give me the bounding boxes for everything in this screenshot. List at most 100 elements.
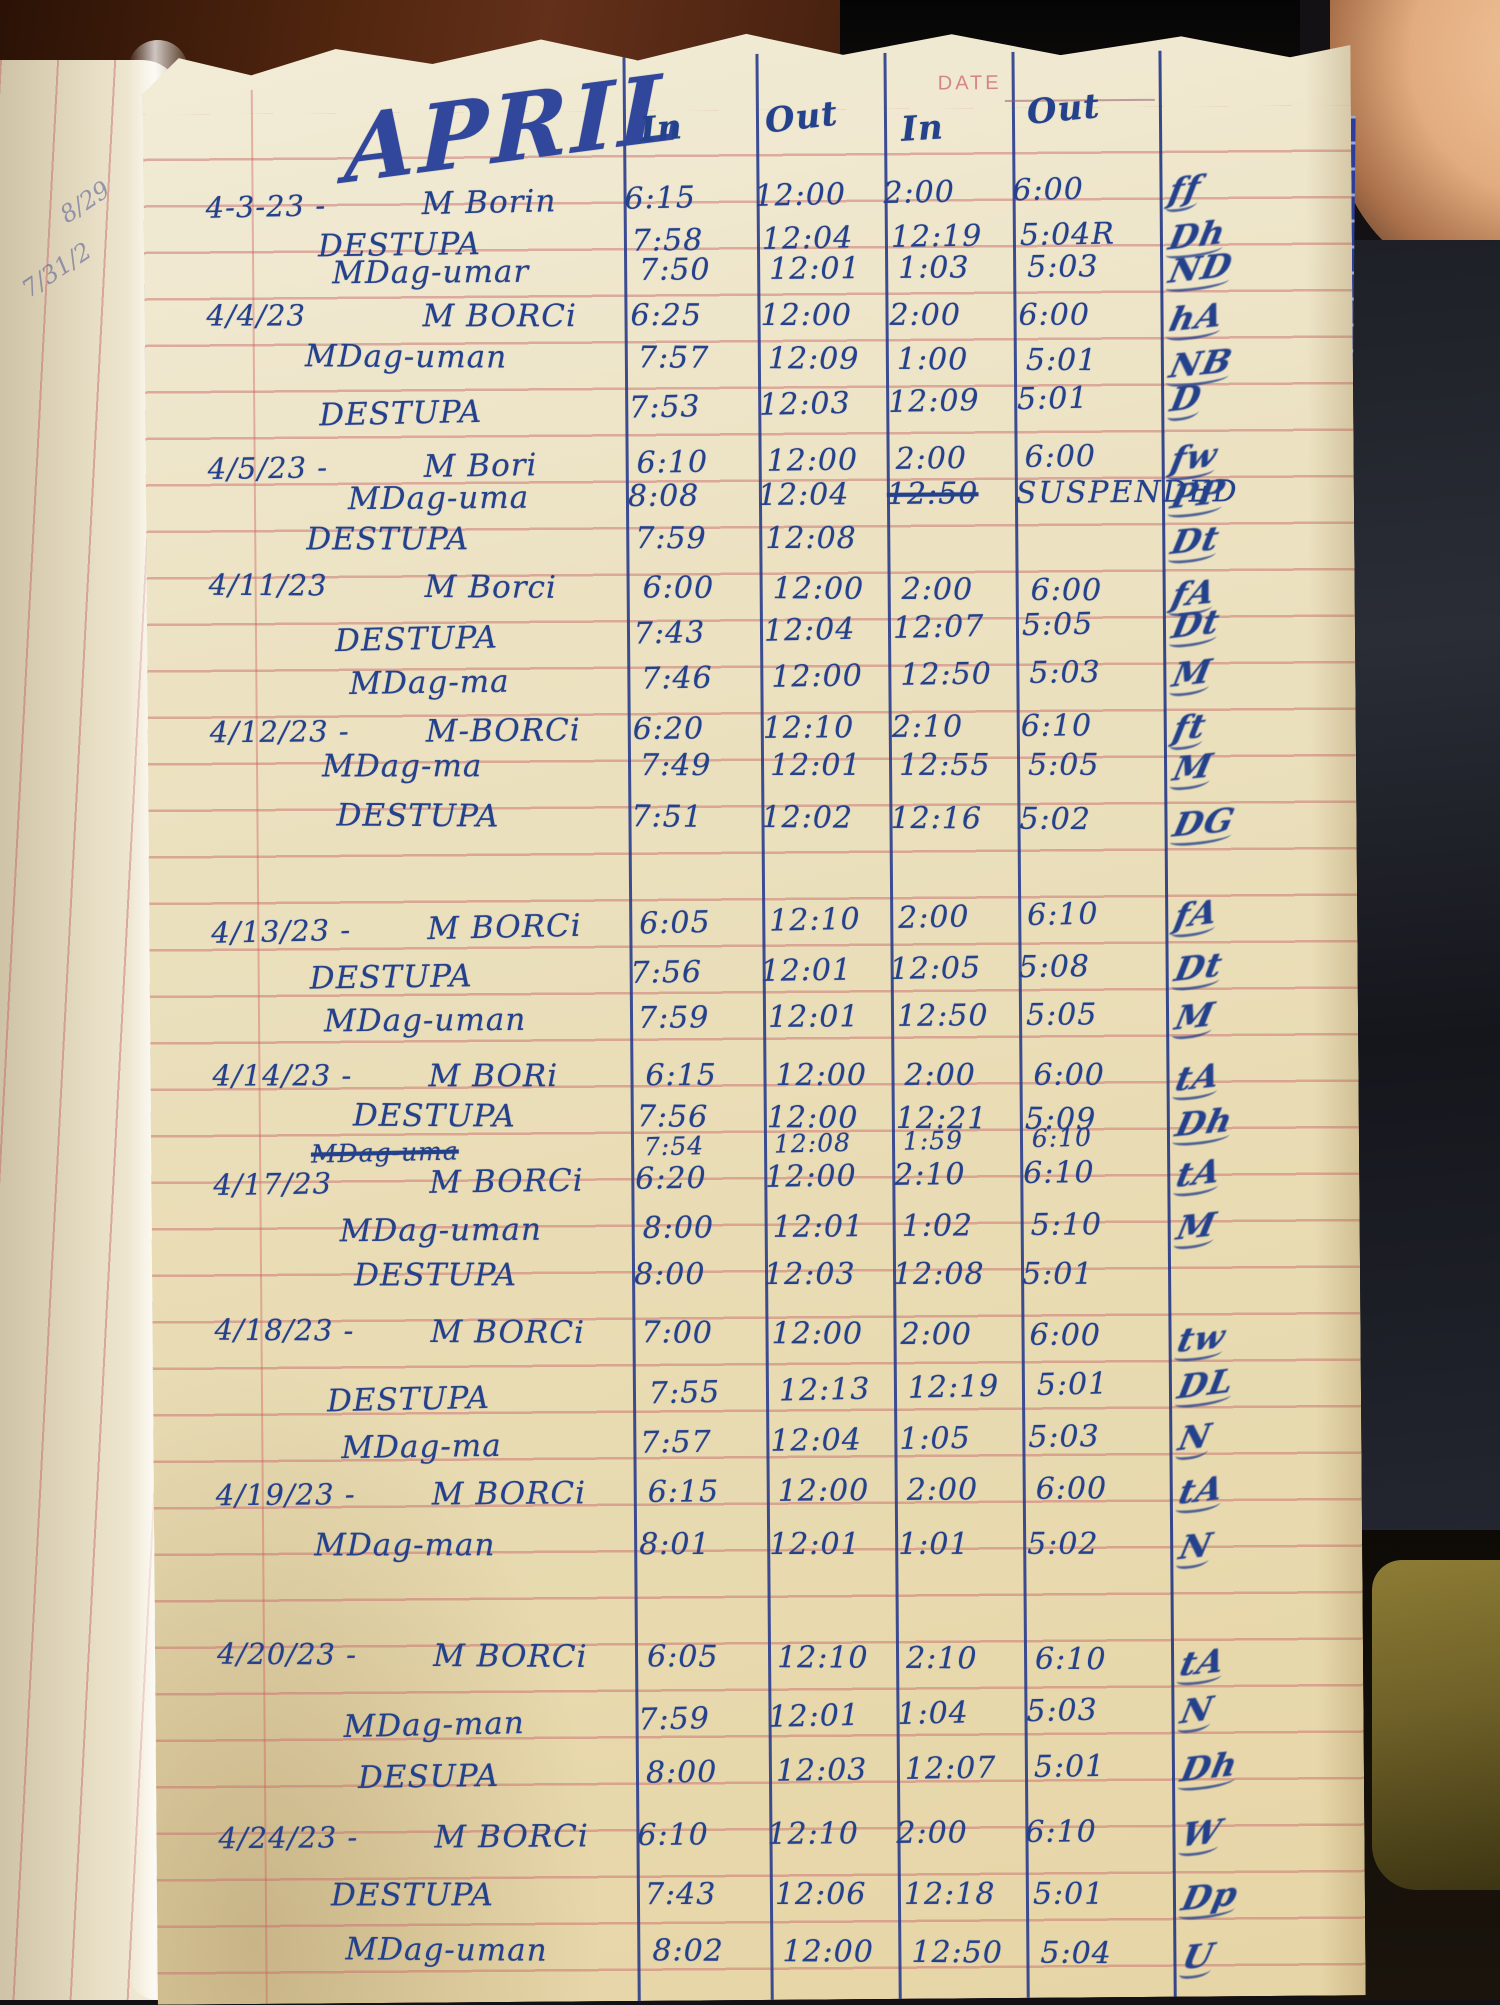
time-in-pm: 1:03 <box>898 250 970 286</box>
time-out-am: 12:00 <box>764 1158 857 1195</box>
guard-name: MDag-uman <box>339 1211 543 1250</box>
time-in-am: 8:00 <box>634 1257 706 1293</box>
time-out-am: 12:13 <box>778 1371 871 1409</box>
entry-date: 4/19/23 - <box>215 1477 356 1513</box>
guard-name: MDag-man <box>314 1527 496 1564</box>
time-in-am: 6:15 <box>645 1058 717 1094</box>
time-out-pm: 6:10 <box>1026 896 1099 934</box>
time-in-pm: 12:19 <box>907 1368 1000 1406</box>
time-out-am: 12:01 <box>770 747 862 783</box>
time-out-pm: 5:05 <box>1028 747 1100 783</box>
signature-scribble: Dt <box>1167 518 1223 565</box>
guard-name: DESTUPA <box>309 958 473 997</box>
time-out-am: 12:01 <box>769 1526 861 1562</box>
faint-margin-note: 7/31/2 <box>16 236 97 304</box>
time-in-pm: 2:10 <box>893 1156 966 1193</box>
time-out-am: 12:00 <box>782 1934 875 1970</box>
time-out-pm: 5:10 <box>1030 1207 1103 1243</box>
signature-scribble: N <box>1175 1416 1216 1462</box>
time-out-pm: 5:03 <box>1027 249 1099 285</box>
signature-scribble: W <box>1178 1811 1226 1857</box>
signature-scribble: M <box>1173 1204 1220 1250</box>
time-in-am: 8:01 <box>639 1527 711 1563</box>
time-in-pm: 2:00 <box>895 440 968 477</box>
signature-scribble: M <box>1171 995 1218 1041</box>
log-row: MDag-umar 7:50 12:01 1:03 5:03 ND <box>144 247 1352 300</box>
guard-name: MDag-ma <box>341 1427 502 1467</box>
time-out-pm: 6:10 <box>1031 1122 1093 1153</box>
time-out-am: 12:01 <box>772 1209 865 1245</box>
time-in-am: 6:00 <box>642 570 715 606</box>
time-in-pm: 12:18 <box>903 1876 996 1912</box>
time-out-pm: 5:04 <box>1040 1935 1112 1972</box>
guard-name: M BORCi <box>431 1475 587 1513</box>
time-in-am: 7:55 <box>648 1374 721 1412</box>
guard-name: M BORCi <box>429 1162 584 1201</box>
guard-name: MDag-uman <box>323 1001 527 1040</box>
time-in-am: 8:00 <box>642 1210 715 1246</box>
time-in-pm: 12:16 <box>890 800 983 837</box>
guard-name: MDag-uma <box>347 479 530 518</box>
logbook-page: APRIL DATE In Out In Out 4-3-23 -M Borin… <box>142 21 1365 2004</box>
signature-scribble: PP <box>1167 472 1229 520</box>
time-in-am: 8:02 <box>652 1933 724 1969</box>
time-in-pm: 2:00 <box>901 571 974 608</box>
guard-name: MDag-ma <box>349 663 510 702</box>
time-out-pm: 6:00 <box>1033 1057 1105 1093</box>
person-arm <box>1330 0 1500 280</box>
time-out-am: 12:10 <box>762 710 855 746</box>
time-out-pm: 6:10 <box>1035 1641 1107 1678</box>
time-out-am: 12:03 <box>764 1256 856 1292</box>
entry-date: 4/12/23 - <box>209 714 350 750</box>
time-out-pm: 6:10 <box>1020 708 1093 744</box>
guard-name: M Borin <box>421 183 557 223</box>
time-out-am: 12:00 <box>777 1473 870 1509</box>
log-row: MDag-uman 8:02 12:00 12:50 5:04 U <box>157 1930 1365 1981</box>
guard-name: M BORCi <box>426 907 583 948</box>
time-in-pm: 2:00 <box>900 1316 973 1353</box>
signature-scribble: M <box>1169 651 1216 697</box>
time-out-pm: 5:01 <box>1032 1876 1105 1912</box>
column-header-in-am: In <box>638 107 685 151</box>
time-out-am: 12:00 <box>766 442 859 479</box>
time-out-pm: 5:03 <box>1029 654 1101 691</box>
time-out-pm: 6:00 <box>1018 297 1090 333</box>
time-in-pm: 12:05 <box>889 950 982 987</box>
time-out-am: 12:08 <box>765 520 857 557</box>
time-out-pm: 5:02 <box>1019 801 1092 838</box>
signature-scribble: tA <box>1171 1055 1224 1101</box>
log-row: 4/4/23 M BORCi 6:25 12:00 2:00 6:00 hA <box>145 297 1353 342</box>
column-header-out-am: Out <box>762 93 841 142</box>
time-in-am: 6:25 <box>630 298 702 334</box>
entry-date: 4/14/23 - <box>212 1058 353 1093</box>
faint-margin-note: 8/29 <box>54 175 116 229</box>
time-in-am: 6:15 <box>624 180 697 217</box>
time-in-pm: 2:00 <box>904 1057 976 1093</box>
time-out-am: 12:03 <box>758 385 851 423</box>
signature-scribble: DL <box>1174 1361 1237 1410</box>
guard-name: M Borci <box>424 569 557 606</box>
time-in-pm: 12:50 <box>886 476 979 512</box>
signature-scribble: ff <box>1165 168 1204 214</box>
signature-scribble: tw <box>1173 1317 1229 1363</box>
signature-scribble: U <box>1178 1935 1218 1980</box>
time-in-pm: 2:00 <box>883 174 956 212</box>
guard-name: M BORCi <box>434 1818 589 1856</box>
time-out-am: 12:01 <box>769 251 861 287</box>
time-out-pm: 5:03 <box>1028 1418 1100 1455</box>
time-out-pm: 6:00 <box>1035 1471 1108 1507</box>
time-in-am: 6:05 <box>638 904 711 942</box>
time-in-pm: 1:04 <box>897 1695 970 1732</box>
guard-name: MDag-uman <box>304 338 508 376</box>
time-in-am: 6:15 <box>647 1474 720 1510</box>
signature-scribble: D <box>1167 377 1206 423</box>
time-out-pm: 6:00 <box>1024 438 1097 475</box>
entry-date: 4/11/23 <box>208 567 328 603</box>
time-in-pm: 1:00 <box>896 341 969 378</box>
time-out-am: 12:10 <box>777 1640 869 1676</box>
signature-scribble: ND <box>1165 245 1236 294</box>
time-in-am: 7:56 <box>636 1099 709 1135</box>
time-in-pm: 2:10 <box>906 1640 978 1677</box>
time-in-am: 7:43 <box>644 1877 717 1913</box>
